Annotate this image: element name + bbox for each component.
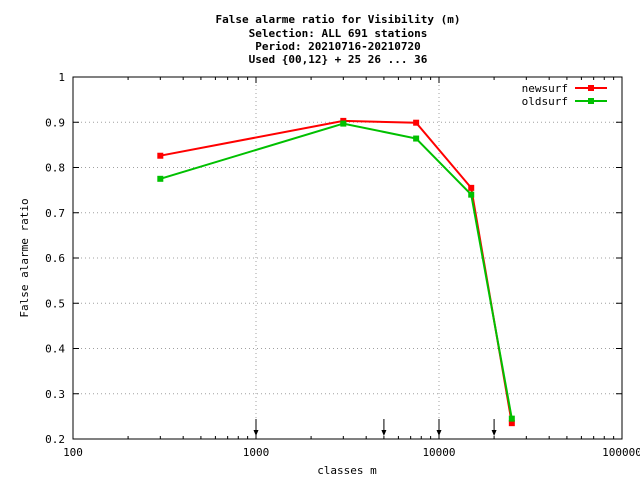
data-point-newsurf (508, 420, 515, 427)
y-tick-label: 0.6 (45, 252, 65, 265)
y-tick-label: 0.9 (45, 116, 65, 129)
data-point-newsurf (413, 119, 420, 126)
y-tick-label: 0.8 (45, 162, 65, 175)
legend-marker-oldsurf (588, 98, 594, 104)
legend-label-oldsurf: oldsurf (522, 95, 568, 108)
threshold-arrow-head (491, 430, 497, 436)
x-tick-label: 10000 (422, 446, 455, 459)
y-axis-label: False alarme ratio (18, 198, 31, 317)
x-tick-label: 100 (63, 446, 83, 459)
data-point-oldsurf (508, 415, 515, 422)
title-line-1: False alarme ratio for Visibility (m) (215, 13, 460, 26)
y-tick-label: 0.2 (45, 433, 65, 446)
y-tick-label: 0.4 (45, 343, 65, 356)
x-tick-label: 1000 (243, 446, 270, 459)
data-point-oldsurf (468, 191, 475, 198)
grid (73, 77, 622, 439)
data-point-newsurf (157, 152, 164, 159)
series (157, 117, 515, 427)
y-tick-label: 0.3 (45, 388, 65, 401)
threshold-arrow-head (381, 430, 387, 436)
data-point-oldsurf (340, 120, 347, 127)
title-line-2: Selection: ALL 691 stations (249, 27, 428, 40)
plot-frame (72, 76, 623, 440)
x-tick-label: 100000 (602, 446, 640, 459)
x-axis-label: classes m (317, 464, 377, 477)
legend-label-newsurf: newsurf (522, 82, 568, 95)
data-point-oldsurf (157, 175, 164, 182)
chart-title: False alarme ratio for Visibility (m) Se… (215, 13, 460, 66)
axis-ticks: 0.2 0.3 0.4 0.5 0.6 0.7 0.8 0.9 1 100 1000 10000 100… (45, 71, 640, 459)
y-tick-label: 0.5 (45, 297, 65, 310)
series-line-newsurf (160, 119, 513, 424)
data-point-oldsurf (413, 135, 420, 142)
y-tick-label: 0.7 (45, 207, 65, 220)
title-line-3: Period: 20210716-20210720 (255, 40, 421, 53)
legend-marker-newsurf (588, 85, 594, 91)
y-tick-label: 1 (58, 71, 65, 84)
data-point-newsurf (468, 184, 475, 191)
threshold-arrows (253, 419, 497, 436)
title-line-4: Used {00,12} + 25 26 ... 36 (249, 53, 428, 66)
